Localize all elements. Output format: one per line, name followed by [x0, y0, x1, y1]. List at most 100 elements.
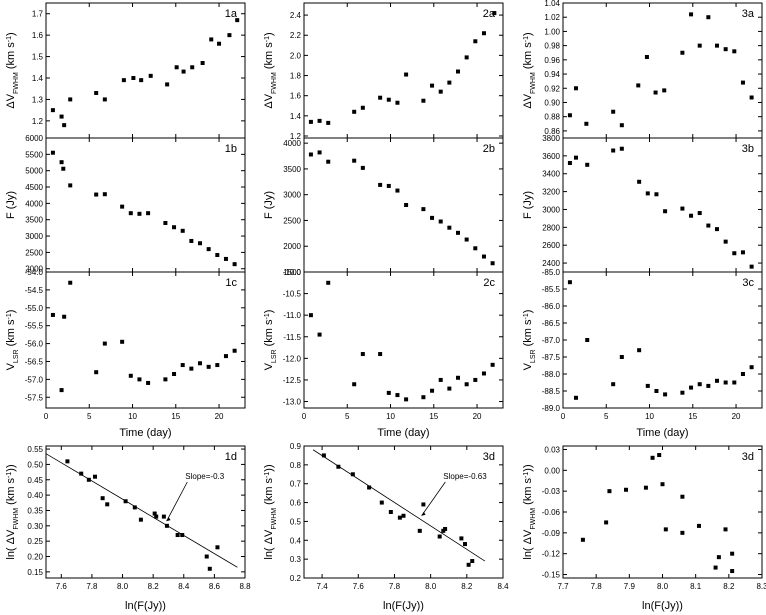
- axes-frame: [562, 445, 763, 579]
- data-point: [308, 119, 313, 124]
- y-tick-label: -86.5: [542, 319, 561, 328]
- data-point: [232, 262, 237, 267]
- data-point: [481, 31, 486, 36]
- data-point: [654, 389, 659, 393]
- data-point: [663, 392, 668, 397]
- data-point: [611, 148, 616, 153]
- data-point: [172, 372, 177, 376]
- y-tick-label: 3800: [542, 134, 560, 143]
- data-point: [421, 502, 426, 507]
- arrow-head: [166, 517, 171, 522]
- data-point: [317, 332, 322, 337]
- data-point: [696, 523, 701, 528]
- data-point: [350, 472, 355, 477]
- y-tick-label: 0.90: [544, 98, 560, 107]
- data-point: [352, 109, 357, 114]
- data-point: [68, 97, 73, 102]
- x-axis-label: Time (day): [377, 427, 429, 439]
- panel-label: 2b: [483, 143, 495, 155]
- data-point: [662, 88, 667, 93]
- y-tick-label: -0.03: [542, 487, 561, 496]
- data-point: [163, 377, 168, 382]
- x-tick-label: 8.4: [178, 582, 190, 591]
- data-point: [128, 373, 133, 378]
- y-tick-label: 2000: [283, 242, 301, 251]
- data-point: [308, 313, 313, 318]
- panel-label: 3c: [742, 277, 754, 289]
- y-tick-label: -11.0: [283, 311, 301, 320]
- data-point: [102, 341, 107, 346]
- x-tick-label: 8.0: [425, 582, 437, 591]
- x-tick-label: 7.8: [591, 582, 603, 591]
- data-point: [65, 459, 70, 464]
- data-point: [164, 523, 169, 528]
- data-point: [94, 192, 99, 197]
- annotation-label: Slope=-0.63: [443, 472, 487, 481]
- data-point: [206, 247, 211, 252]
- data-point: [680, 530, 685, 535]
- data-point: [567, 113, 572, 118]
- y-tick-label: -89.0: [542, 404, 561, 413]
- y-tick-label: -87.5: [542, 353, 561, 362]
- y-tick-label: 0.6: [290, 499, 302, 508]
- panel-3d_mid: 0.2 0.3 0.4 0.5 0.6 0.7 0.8 0.9 7.4 7.6 7.8 8.0 8.2 8…: [290, 442, 509, 591]
- data-point: [438, 377, 443, 382]
- data-point: [378, 352, 383, 357]
- panel-label: 1b: [225, 143, 237, 155]
- fit-line: [312, 449, 486, 562]
- axes-frame: [45, 137, 246, 273]
- y-tick-label: 2500: [25, 248, 43, 257]
- y-tick-label: -0.09: [542, 529, 561, 538]
- x-axis-label: Time (day): [636, 427, 688, 439]
- data-point: [637, 179, 642, 184]
- data-point: [689, 12, 694, 17]
- x-tick-label: 5: [87, 412, 92, 421]
- data-point: [86, 477, 91, 482]
- data-point: [447, 386, 452, 391]
- y-tick-label: 3400: [542, 170, 560, 179]
- fit-line: [45, 453, 238, 568]
- data-point: [388, 510, 393, 514]
- data-point: [378, 95, 383, 100]
- data-point: [438, 219, 443, 224]
- y-tick-label: 3000: [542, 205, 560, 214]
- x-tick-label: 8.8: [239, 582, 251, 591]
- data-point: [464, 237, 469, 242]
- panel-label: 1a: [225, 8, 238, 20]
- data-point: [645, 191, 650, 196]
- y-tick-label: 0.86: [544, 127, 560, 136]
- data-point: [131, 76, 136, 80]
- data-point: [326, 159, 331, 164]
- data-point: [326, 280, 331, 285]
- x-tick-label: 10: [386, 412, 395, 421]
- data-point: [223, 354, 228, 359]
- data-point: [148, 73, 153, 78]
- data-point: [404, 72, 409, 77]
- y-tick-label: 0.45: [27, 476, 43, 485]
- y-tick-label: 1.3: [32, 95, 44, 104]
- data-point: [190, 65, 195, 70]
- data-point: [680, 494, 685, 499]
- arrow-head: [421, 511, 426, 516]
- data-point: [395, 393, 400, 398]
- y-tick-label: 0.35: [27, 506, 43, 515]
- data-point: [611, 382, 616, 387]
- data-point: [378, 182, 383, 187]
- y-axis-label: F (Jy): [263, 191, 275, 219]
- svg-text:ΔVFWHM (km s-1): ΔVFWHM (km s-1): [522, 32, 537, 108]
- data-point: [663, 209, 668, 214]
- data-point: [567, 161, 572, 166]
- data-point: [180, 363, 185, 368]
- y-tick-label: -13.0: [283, 398, 302, 407]
- y-tick-label: -85.0: [542, 268, 561, 277]
- y-axis-label: VLSR (km s-1): [522, 310, 537, 371]
- x-tick-label: 15: [688, 412, 697, 421]
- data-point: [644, 55, 649, 59]
- x-tick-label: 5: [345, 412, 350, 421]
- panel-label: 3a: [742, 8, 755, 20]
- data-point: [421, 207, 426, 212]
- x-tick-label: 7.8: [86, 582, 98, 591]
- data-point: [68, 183, 73, 188]
- data-point: [189, 238, 194, 243]
- y-tick-label: 2400: [542, 259, 560, 268]
